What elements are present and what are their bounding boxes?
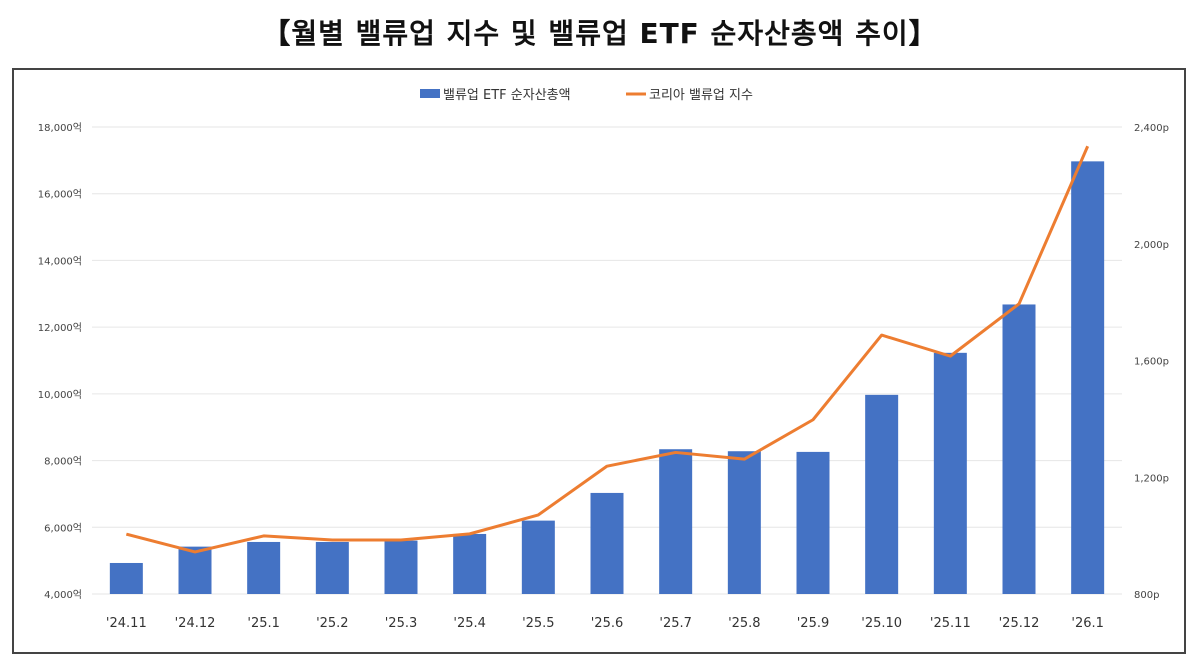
- bar: [933, 352, 967, 594]
- x-tick-label: '25.6: [591, 616, 624, 631]
- bar: [796, 451, 830, 594]
- bar: [590, 492, 624, 594]
- chart-title: 【월별 밸류업 지수 및 밸류업 ETF 순자산총액 추이】: [262, 17, 938, 50]
- legend-line-label: 코리아 밸류업 지수: [649, 88, 753, 103]
- left-tick-label: 4,000억: [44, 589, 82, 601]
- right-tick-label: 800p: [1134, 590, 1159, 601]
- x-tick-label: '25.2: [316, 616, 349, 631]
- right-tick-label: 1,600p: [1134, 357, 1169, 368]
- bar: [865, 394, 899, 594]
- bar: [109, 562, 143, 594]
- right-tick-label: 1,200p: [1134, 473, 1169, 484]
- bar: [247, 541, 281, 594]
- bar: [315, 541, 349, 594]
- bar: [727, 451, 761, 594]
- chart-frame: [12, 68, 1186, 654]
- bar: [453, 533, 487, 594]
- x-tick-label: '25.8: [728, 616, 761, 631]
- x-tick-label: '25.1: [247, 616, 280, 631]
- left-tick-label: 8,000억: [44, 456, 82, 468]
- x-tick-label: '25.7: [659, 616, 692, 631]
- x-tick-label: '24.11: [106, 616, 147, 631]
- x-tick-label: '25.5: [522, 616, 555, 631]
- left-tick-label: 12,000억: [38, 322, 82, 334]
- left-tick-label: 18,000억: [38, 122, 82, 134]
- right-tick-label: 2,000p: [1134, 240, 1169, 251]
- x-tick-label: '25.10: [861, 616, 902, 631]
- x-tick-label: '25.11: [930, 616, 971, 631]
- bar: [1071, 161, 1105, 595]
- bar: [178, 546, 212, 594]
- legend-bar-label: 밸류업 ETF 순자산총액: [443, 88, 571, 103]
- left-tick-label: 6,000억: [44, 522, 82, 534]
- x-tick-label: '25.3: [385, 616, 418, 631]
- x-tick-label: '25.4: [453, 616, 486, 631]
- bar: [659, 449, 693, 594]
- left-tick-label: 14,000억: [38, 255, 82, 267]
- legend-bar-swatch: [420, 89, 440, 98]
- bar: [384, 540, 418, 594]
- bar: [521, 520, 555, 594]
- x-tick-label: '25.12: [999, 616, 1040, 631]
- x-tick-label: '25.9: [797, 616, 830, 631]
- x-tick-label: '24.12: [175, 616, 216, 631]
- bar: [1002, 304, 1036, 594]
- left-tick-label: 16,000억: [38, 189, 82, 201]
- right-tick-label: 2,400p: [1134, 123, 1169, 134]
- x-tick-label: '26.1: [1071, 616, 1104, 631]
- left-tick-label: 10,000억: [38, 389, 82, 401]
